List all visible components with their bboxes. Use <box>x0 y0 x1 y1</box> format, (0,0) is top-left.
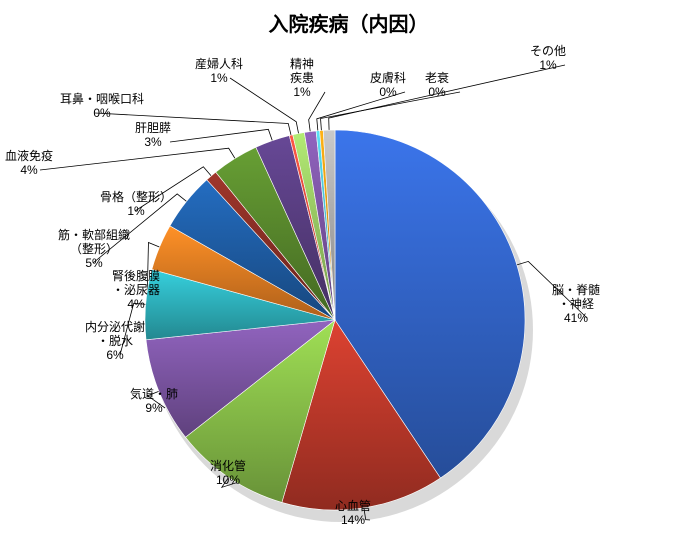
slice-label: 消化管 10% <box>210 460 246 488</box>
slice-label: 内分泌代謝 ・脱水 6% <box>85 321 145 362</box>
slice-label: 筋・軟部組織 （整形） 5% <box>58 229 130 270</box>
slice-label: 精神 疾患 1% <box>290 58 314 99</box>
slice-label: 産婦人科 1% <box>195 58 243 86</box>
slice-label: その他 1% <box>530 45 566 73</box>
slice-label: 気道・肺 9% <box>130 388 178 416</box>
slice-label: 耳鼻・咽喉口科 0% <box>60 93 144 121</box>
slice-label: 腎後腹膜 ・泌尿器 4% <box>112 270 160 311</box>
slice-label: 肝胆膵 3% <box>135 122 171 150</box>
slice-label: 老衰 0% <box>425 72 449 100</box>
slice-label: 骨格（整形） 1% <box>100 191 172 219</box>
slice-label: 脳・脊髄 ・神経 41% <box>552 284 600 325</box>
slice-label: 心血管 14% <box>335 500 371 528</box>
slice-label: 皮膚科 0% <box>370 72 406 100</box>
slice-label: 血液免疫 4% <box>5 150 53 178</box>
